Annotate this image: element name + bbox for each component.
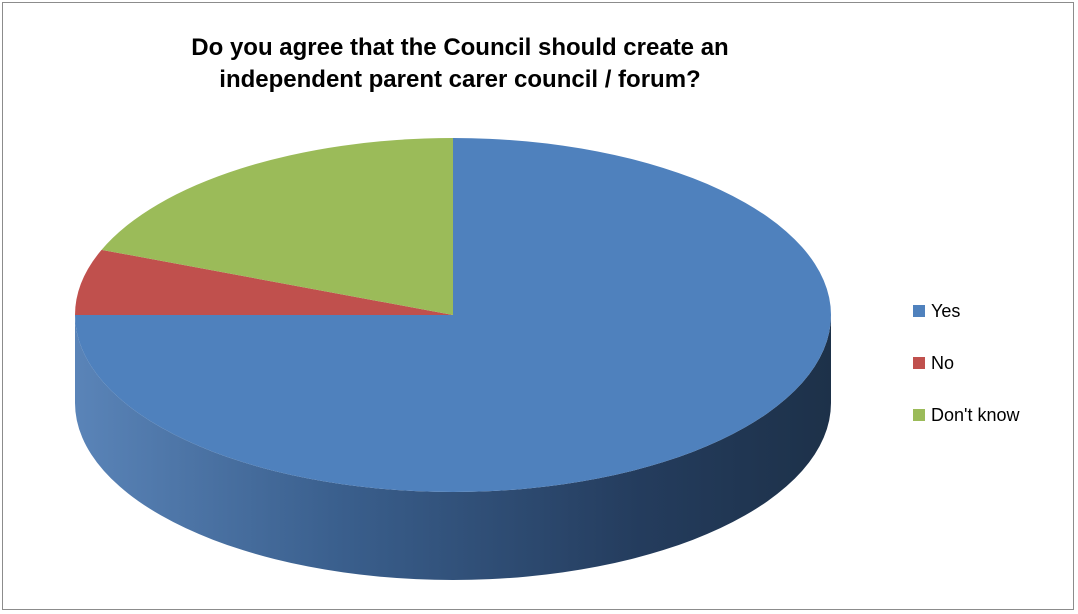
legend-label-yes: Yes	[931, 300, 961, 321]
pie-side-yes	[75, 315, 831, 580]
pie-slice-no	[75, 249, 453, 315]
pie-tops	[75, 138, 831, 492]
chart-title-line-1: Do you agree that the Council should cre…	[191, 34, 729, 61]
legend-swatch-no	[913, 357, 925, 369]
legend-label-dont-know: Don't know	[931, 404, 1020, 425]
pie-slice-don-t-know	[101, 138, 453, 315]
legend-swatch-dont-know	[913, 409, 925, 421]
legend-item-no: No	[913, 352, 1019, 374]
legend: Yes No Don't know	[913, 300, 1019, 456]
legend-item-yes: Yes	[913, 300, 1019, 322]
chart-title-line-2: independent parent carer council / forum…	[219, 66, 701, 93]
legend-item-dont-know: Don't know	[913, 404, 1019, 426]
legend-swatch-yes	[913, 305, 925, 317]
legend-label-no: No	[931, 352, 955, 373]
pie-sides	[75, 315, 831, 580]
chart-title: Do you agree that the Council should cre…	[100, 32, 820, 96]
